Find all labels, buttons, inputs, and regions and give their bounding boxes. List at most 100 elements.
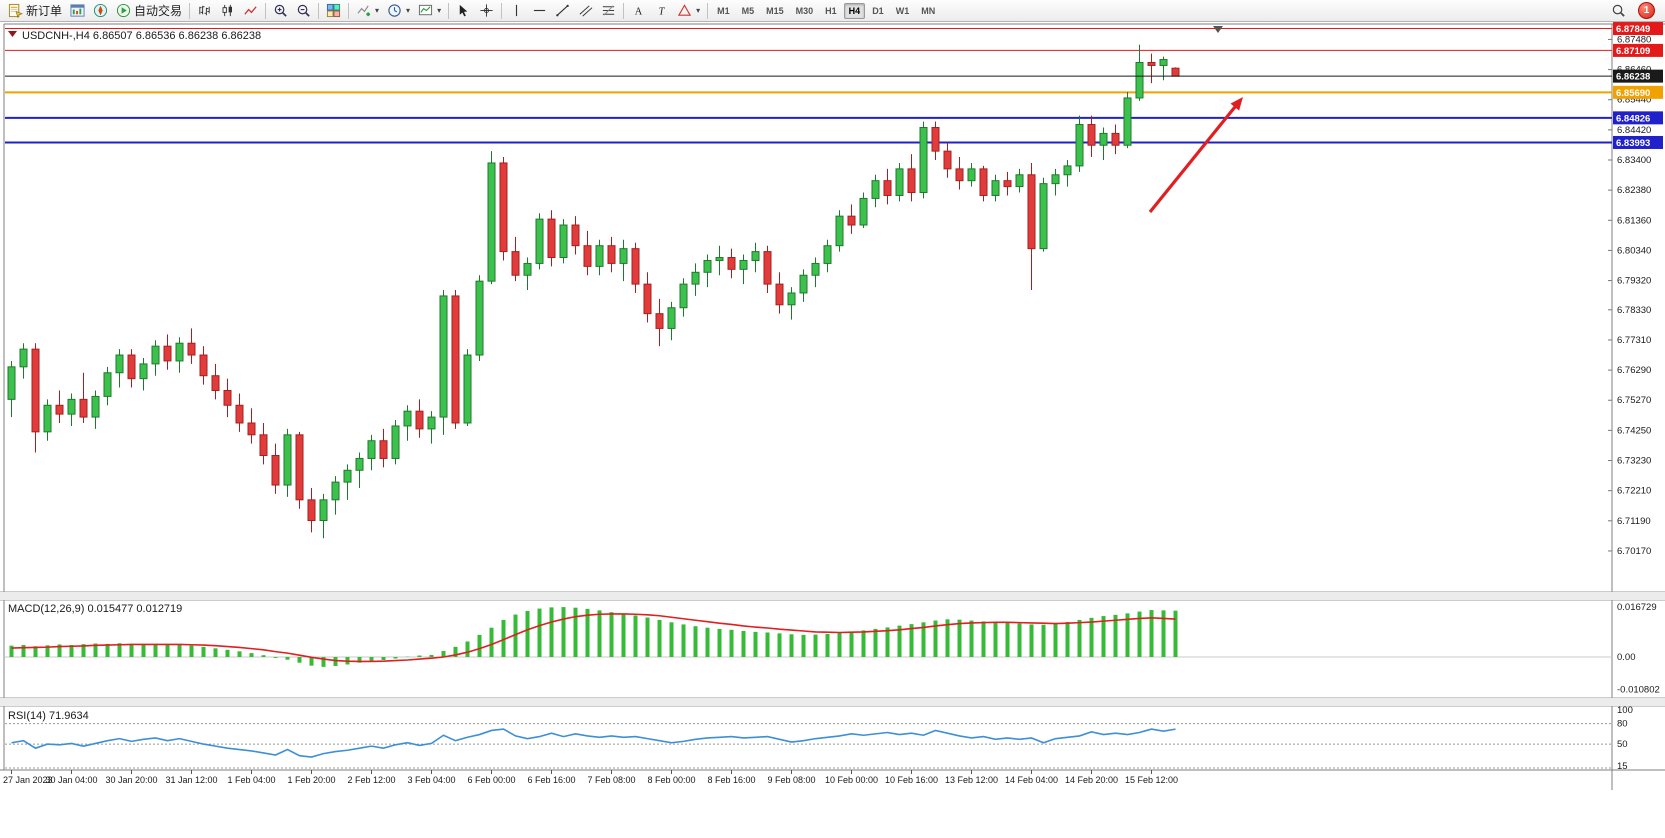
candle-body [307,499,316,522]
panel-splitter[interactable] [0,592,1665,600]
price-tick-label: 6.77310 [1617,335,1651,346]
candle-body [883,180,892,196]
time-label: 13 Feb 12:00 [945,775,998,785]
candle-body [451,295,460,424]
new-order-button[interactable]: 新订单 [4,0,66,21]
indicators-icon [356,3,371,18]
candle-body [319,499,328,522]
timeframe-button-m1[interactable]: M1 [717,5,730,16]
candle-body [583,245,592,267]
candle-body [31,348,40,433]
tile-windows-button[interactable] [322,0,345,21]
candle-chart-button[interactable] [216,0,239,21]
clock-icon [387,3,402,18]
channel-button[interactable] [574,0,597,21]
candle-body [703,259,712,273]
candle-body [1027,174,1036,250]
time-label: 10 Feb 00:00 [825,775,878,785]
toolbar-separator [448,2,450,19]
candle-body [967,168,976,182]
candle-body [199,354,208,377]
price-tick-label: 6.85440 [1617,95,1651,106]
label-button[interactable]: T [650,0,673,21]
vline-icon [509,3,524,18]
toolbar-separator [501,2,503,19]
arrows-button[interactable]: ▾ [673,0,704,21]
fibonacci-icon [601,3,616,18]
candle-body [835,215,844,247]
timeframe-button-m30[interactable]: M30 [795,5,814,16]
templates-button[interactable]: ▾ [414,0,445,21]
candle-body [955,168,964,182]
periods-button[interactable]: ▾ [383,0,414,21]
timeframe-button-h1[interactable]: H1 [825,5,837,16]
candle-body [859,197,868,226]
timeframe-button-h4[interactable]: H4 [843,2,866,19]
time-label: 31 Jan 12:00 [165,775,217,785]
price-badge [1613,135,1663,149]
market-watch-button[interactable] [66,0,89,21]
time-label: 2 Feb 12:00 [347,775,395,785]
price-badge-label: 6.84826 [1616,113,1650,124]
timeframe-button-w1[interactable]: W1 [895,5,910,16]
trendline-button[interactable] [551,0,574,21]
time-label: 14 Feb 20:00 [1065,775,1118,785]
trend-arrow-annotation[interactable] [1148,97,1243,214]
horizontal-levels[interactable] [5,28,1612,144]
candle-body [295,434,304,501]
candle-body [847,215,856,226]
candle-body [19,348,28,368]
candle-chart-icon [220,3,235,18]
indicators-button[interactable]: ▾ [352,0,383,21]
rsi-line [11,728,1176,758]
time-label: 6 Feb 16:00 [527,775,575,785]
notification-badge[interactable]: 1 [1638,2,1655,19]
bar-chart-icon [197,3,212,18]
candle-body [931,126,940,152]
line-chart-button[interactable] [239,0,262,21]
time-label: 7 Feb 08:00 [587,775,635,785]
vertical-line-button[interactable] [505,0,528,21]
panel-splitter[interactable] [0,698,1665,706]
crosshair-button[interactable] [475,0,498,21]
zoom-in-button[interactable] [269,0,292,21]
candle-body [403,410,412,427]
zoom-out-button[interactable] [292,0,315,21]
price-tick-label: 6.79320 [1617,276,1651,287]
price-tick-label: 6.73230 [1617,456,1651,467]
price-tick-label: 6.76290 [1617,365,1651,376]
auto-trading-button-label: 自动交易 [134,4,183,18]
price-tick-label: 6.87480 [1617,34,1651,45]
timeframe-button-mn[interactable]: MN [921,5,936,16]
price-badge [1613,69,1663,83]
candle-body [895,168,904,196]
timeframe-button-m15[interactable]: M15 [766,5,784,16]
price-badge [1613,22,1663,36]
macd-label: MACD(12,26,9) 0.015477 0.012719 [8,603,182,615]
bar-chart-button[interactable] [193,0,216,21]
auto-trading-button[interactable]: 自动交易 [112,0,186,21]
cursor-button[interactable] [452,0,475,21]
navigator-button[interactable] [89,0,112,21]
timeframe-button-m5[interactable]: M5 [741,5,755,16]
candle-body [547,218,556,259]
price-tick-label: 6.72210 [1617,486,1651,497]
toolbar-separator [623,2,625,19]
candles-layer [7,44,1180,539]
timeframe-button-d1[interactable]: D1 [872,5,884,16]
chevron-down-icon: ▾ [406,6,411,15]
fibonacci-button[interactable] [597,0,620,21]
candle-body [7,366,16,400]
candle-body [67,398,76,415]
candle-body [715,257,724,261]
chart-shift-marker[interactable] [1213,26,1223,33]
template-icon [418,3,433,18]
candle-body [1135,61,1144,99]
auto-trading-icon [116,3,131,18]
search-button[interactable] [1607,0,1630,21]
horizontal-line-button[interactable] [528,0,551,21]
crosshair-icon [479,3,494,18]
symbol-dropdown-icon[interactable] [8,31,17,37]
text-button[interactable]: A [627,0,650,21]
